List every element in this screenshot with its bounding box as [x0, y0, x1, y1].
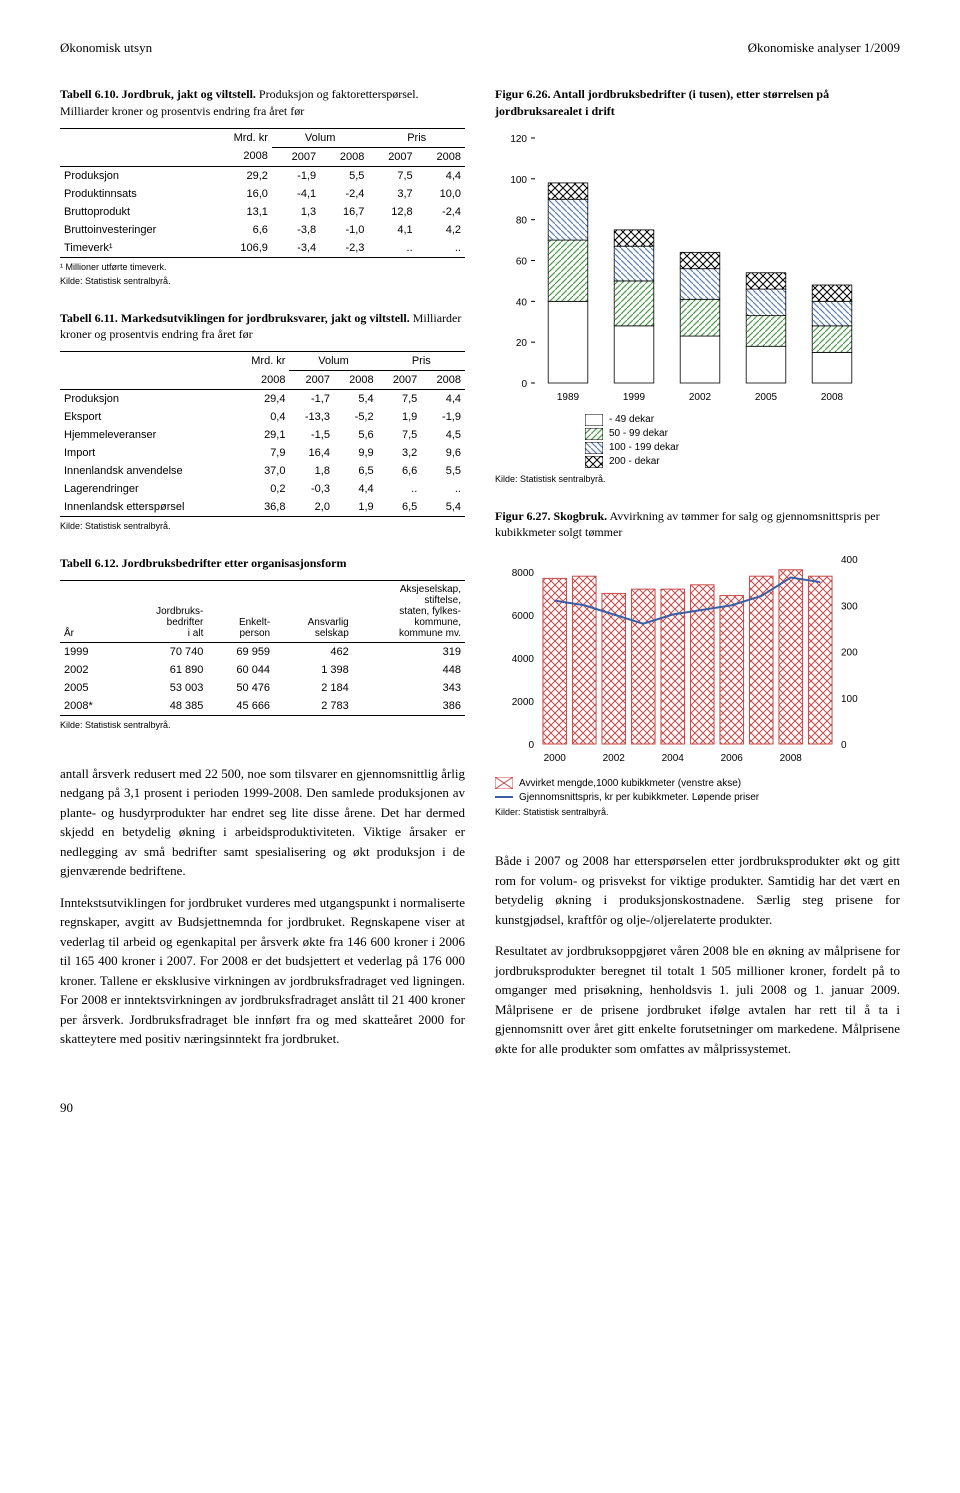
svg-text:2008: 2008 — [821, 392, 844, 403]
table-row: Produktinnsats16,0-4,1-2,43,710,0 — [60, 185, 465, 203]
table-row: Produksjon29,4-1,75,47,54,4 — [60, 390, 465, 409]
svg-text:1999: 1999 — [623, 392, 646, 403]
fig626-chart: 0 20 40 60 80 100 120 1989 1999 2002 2005 2008 — [495, 128, 875, 408]
svg-text:40: 40 — [516, 297, 528, 308]
fig626-source: Kilde: Statistisk sentralbyrå. — [495, 474, 900, 484]
table-row: Import7,916,49,93,29,6 — [60, 444, 465, 462]
svg-text:4000: 4000 — [512, 654, 535, 665]
fig627-legend: Avvirket mengde,1000 kubikkmeter (venstr… — [495, 777, 900, 803]
table-row: Eksport0,4-13,3-5,21,9-1,9 — [60, 408, 465, 426]
table610-title: Tabell 6.10. Jordbruk, jakt og viltstell… — [60, 86, 465, 120]
svg-text:100: 100 — [510, 174, 527, 185]
table-row: Hjemmeleveranser29,1-1,55,67,54,5 — [60, 426, 465, 444]
table-row: 2008*48 38545 6662 783386 — [60, 697, 465, 716]
table-row: 199970 74069 959462319 — [60, 642, 465, 661]
table610-footnote2: Kilde: Statistisk sentralbyrå. — [60, 276, 465, 286]
table612-title: Tabell 6.12. Jordbruksbedrifter etter or… — [60, 555, 465, 572]
page-number: 90 — [60, 1100, 900, 1116]
svg-text:2008: 2008 — [780, 753, 803, 764]
body-text-left: antall årsverk redusert med 22 500, noe … — [60, 764, 465, 1049]
svg-text:400: 400 — [841, 555, 858, 566]
svg-text:0: 0 — [841, 740, 847, 751]
table-row: 200261 89060 0441 398448 — [60, 661, 465, 679]
svg-text:2000: 2000 — [512, 697, 535, 708]
svg-text:20: 20 — [516, 338, 528, 349]
header-right: Økonomiske analyser 1/2009 — [748, 40, 900, 56]
svg-text:8000: 8000 — [512, 568, 535, 579]
table611-title: Tabell 6.11. Markedsutviklingen for jord… — [60, 310, 465, 344]
svg-text:2006: 2006 — [721, 753, 744, 764]
svg-text:2004: 2004 — [662, 753, 685, 764]
table611-footnote: Kilde: Statistisk sentralbyrå. — [60, 521, 465, 531]
table610: Mrd. kr Volum Pris 2008 2007 2008 2007 2… — [60, 128, 465, 258]
svg-text:2000: 2000 — [544, 753, 567, 764]
svg-text:60: 60 — [516, 256, 528, 267]
svg-text:120: 120 — [510, 134, 527, 145]
body-text-right: Både i 2007 og 2008 har etterspørselen e… — [495, 851, 900, 1058]
right-column: Figur 6.26. Antall jordbruksbedrifter (i… — [495, 86, 900, 1070]
left-column: Tabell 6.10. Jordbruk, jakt og viltstell… — [60, 86, 465, 1070]
svg-text:1989: 1989 — [557, 392, 580, 403]
svg-text:6000: 6000 — [512, 611, 535, 622]
fig626-legend: - 49 dekar50 - 99 dekar100 - 199 dekar20… — [585, 414, 900, 468]
fig627-chart: 0 2000 4000 6000 8000 0 100 200 300 400 2000 2002 20… — [495, 549, 875, 769]
table-row: Produksjon29,2-1,95,57,54,4 — [60, 166, 465, 185]
svg-text:300: 300 — [841, 601, 858, 612]
svg-text:100: 100 — [841, 694, 858, 705]
svg-text:0: 0 — [521, 379, 527, 390]
table-row: 200553 00350 4762 184343 — [60, 679, 465, 697]
fig627-title: Figur 6.27. Skogbruk. Avvirkning av tømm… — [495, 508, 900, 542]
header-left: Økonomisk utsyn — [60, 40, 152, 56]
svg-text:0: 0 — [528, 740, 534, 751]
svg-text:80: 80 — [516, 215, 528, 226]
table611: Mrd. kr Volum Pris 2008 2007 2008 2007 2… — [60, 351, 465, 517]
fig626-title: Figur 6.26. Antall jordbruksbedrifter (i… — [495, 86, 900, 120]
table612-footnote: Kilde: Statistisk sentralbyrå. — [60, 720, 465, 730]
table-row: Lagerendringer0,2-0,34,4.... — [60, 480, 465, 498]
fig627-source: Kilder: Statistisk sentralbyrå. — [495, 807, 900, 817]
table-row: Timeverk¹106,9-3,4-2,3.... — [60, 239, 465, 258]
table-row: Bruttoinvesteringer6,6-3,8-1,04,14,2 — [60, 221, 465, 239]
svg-text:2005: 2005 — [755, 392, 778, 403]
table-row: Bruttoprodukt13,11,316,712,8-2,4 — [60, 203, 465, 221]
table612: ÅrJordbruks- bedrifter i altEnkelt- pers… — [60, 580, 465, 716]
page-header: Økonomisk utsyn Økonomiske analyser 1/20… — [60, 40, 900, 56]
table-row: Innenlandsk etterspørsel36,82,01,96,55,4 — [60, 498, 465, 517]
svg-text:200: 200 — [841, 648, 858, 659]
table610-footnote1: ¹ Millioner utførte timeverk. — [60, 262, 465, 272]
table-row: Innenlandsk anvendelse37,01,86,56,65,5 — [60, 462, 465, 480]
svg-text:2002: 2002 — [603, 753, 626, 764]
svg-text:2002: 2002 — [689, 392, 712, 403]
